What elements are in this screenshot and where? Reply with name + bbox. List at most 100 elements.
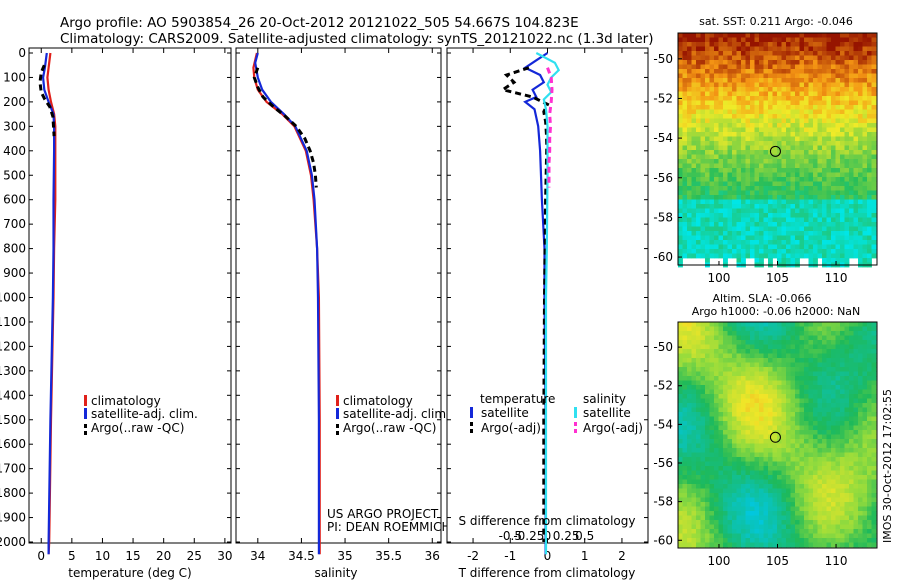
heatmap-cell (867, 33, 872, 38)
heatmap-cell (853, 172, 859, 178)
heatmap-cell (727, 439, 733, 444)
heatmap-cell (831, 344, 836, 350)
heatmap-cell (723, 37, 728, 43)
heatmap-cell (727, 412, 733, 417)
heatmap-cell (691, 91, 697, 97)
heatmap-cell (678, 141, 683, 146)
heatmap-cell (709, 226, 715, 232)
heatmap-cell (804, 46, 809, 52)
heatmap-cell (754, 253, 760, 259)
heatmap-cell (849, 421, 854, 426)
heatmap-cell (768, 208, 773, 214)
heatmap-cell (813, 344, 818, 350)
heatmap-cell (844, 208, 850, 214)
heatmap-cell (835, 132, 841, 137)
heatmap-cell (759, 542, 764, 548)
heatmap-cell (777, 488, 782, 494)
heatmap-cell (849, 96, 854, 101)
heatmap-cell (754, 78, 760, 83)
diff-legend-swatch-s-sat (574, 407, 577, 418)
heatmap-cell (795, 217, 800, 223)
heatmap-cell (804, 394, 809, 399)
heatmap-cell (678, 385, 683, 390)
heatmap-cell (831, 73, 836, 79)
heatmap-cell (741, 199, 746, 205)
heatmap-cell (678, 331, 683, 336)
heatmap-cell (849, 163, 854, 169)
heatmap-cell (763, 385, 769, 390)
heatmap-cell (718, 226, 724, 232)
heatmap-cell (736, 362, 742, 368)
heatmap-cell (786, 493, 791, 498)
heatmap-cell (678, 118, 683, 124)
heatmap-cell (691, 425, 697, 431)
heatmap-cell (691, 208, 697, 214)
heatmap-cell (714, 168, 719, 173)
heatmap-cell (786, 258, 791, 263)
heatmap-cell (682, 389, 688, 395)
heatmap-cell (709, 340, 715, 345)
heatmap-cell (732, 226, 737, 232)
heatmap-cell (700, 524, 706, 530)
heatmap-cell (867, 358, 872, 363)
heatmap-cell (790, 380, 796, 386)
heatmap-cell (723, 506, 728, 512)
heatmap-cell (691, 46, 697, 52)
heatmap-cell (826, 448, 832, 453)
heatmap-cell (727, 434, 733, 440)
heatmap-cell (759, 222, 764, 227)
heatmap-cell (804, 42, 809, 47)
heatmap-cell (808, 213, 814, 218)
heatmap-cell (867, 172, 872, 178)
heatmap-cell (786, 87, 791, 92)
heatmap-cell (849, 199, 854, 205)
heatmap-cell (781, 533, 787, 539)
heatmap-cell (772, 353, 778, 359)
heatmap-cell (714, 443, 719, 449)
heatmap-cell (849, 60, 854, 65)
heatmap-cell (696, 172, 701, 178)
depth-tick-label: 1500 (0, 413, 26, 427)
heatmap-cell (867, 344, 872, 350)
heatmap-cell (705, 430, 710, 435)
heatmap-cell (871, 91, 877, 97)
heatmap-cell (750, 511, 755, 516)
heatmap-cell (795, 461, 800, 467)
heatmap-cell (714, 515, 719, 521)
heatmap-cell (849, 493, 854, 498)
heatmap-cell (781, 123, 787, 128)
heatmap-cell (687, 362, 692, 368)
heatmap-cell (790, 244, 796, 250)
depth-tick-label: 100 (3, 70, 26, 84)
heatmap-cell (709, 64, 715, 70)
heatmap-cell (768, 33, 773, 38)
heatmap-cell (786, 150, 791, 155)
heatmap-cell (754, 511, 760, 516)
heatmap-cell (714, 466, 719, 471)
heatmap-cell (849, 452, 854, 458)
heatmap-cell (727, 249, 733, 254)
heatmap-cell (745, 434, 751, 440)
heatmap-cell (768, 141, 773, 146)
heatmap-cell (763, 389, 769, 395)
heatmap-cell (786, 425, 791, 431)
heatmap-cell (835, 452, 841, 458)
heatmap-cell (678, 163, 683, 169)
heatmap-cell (777, 136, 782, 142)
heatmap-cell (723, 177, 728, 182)
heatmap-cell (768, 439, 773, 444)
heatmap-cell (817, 371, 823, 377)
heatmap-cell (714, 497, 719, 503)
heatmap-cell (786, 163, 791, 169)
heatmap-cell (853, 64, 859, 70)
heatmap-cell (768, 136, 773, 142)
heatmap-cell (750, 443, 755, 449)
heatmap-cell (844, 416, 850, 422)
heatmap-cell (790, 452, 796, 458)
heatmap-cell (835, 190, 841, 196)
heatmap-cell (835, 430, 841, 435)
heatmap-cell (786, 42, 791, 47)
heatmap-cell (790, 145, 796, 151)
heatmap-cell (759, 64, 764, 70)
heatmap-cell (705, 398, 710, 404)
